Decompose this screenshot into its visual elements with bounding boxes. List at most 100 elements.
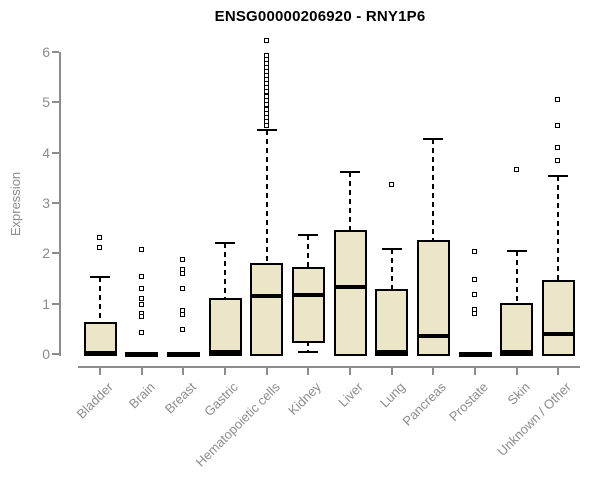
outlier-point <box>513 166 519 172</box>
whisker-line <box>99 277 101 323</box>
whisker-line <box>432 138 435 240</box>
box <box>333 229 367 356</box>
box <box>250 262 284 356</box>
whisker-line <box>265 130 268 263</box>
box <box>416 239 450 356</box>
whisker-cap <box>548 174 569 177</box>
median-line <box>250 294 284 299</box>
x-axis-tick <box>224 366 226 375</box>
outlier-point <box>180 311 186 317</box>
y-tick-label: 3 <box>42 195 50 211</box>
outlier-point <box>138 329 144 335</box>
outlier-point <box>472 248 477 254</box>
y-axis-tick <box>52 101 59 104</box>
x-axis-tick <box>265 366 268 375</box>
x-axis-tick <box>182 366 185 375</box>
box <box>291 267 325 343</box>
median-line <box>333 285 367 290</box>
outlier-point <box>180 271 186 277</box>
x-axis-tick <box>474 366 476 375</box>
y-tick-label: 1 <box>42 295 50 312</box>
y-axis-line <box>59 52 61 356</box>
median-line <box>458 351 492 357</box>
outlier-point <box>263 89 269 95</box>
whisker-cap <box>381 248 402 251</box>
outlier-point <box>263 102 269 108</box>
whisker-line <box>390 249 393 289</box>
whisker-cap <box>256 129 277 132</box>
outlier-point <box>138 273 144 279</box>
chart-title: ENSG00000206920 - RNY1P6 <box>214 8 426 25</box>
whisker-cap <box>215 242 235 245</box>
box <box>541 280 575 356</box>
box <box>83 322 117 356</box>
outlier-point <box>555 158 561 164</box>
outlier-point <box>263 37 269 43</box>
box <box>208 297 242 356</box>
x-axis-line <box>78 366 580 368</box>
whisker-line <box>515 250 518 303</box>
box <box>500 302 534 356</box>
x-axis-tick <box>390 366 393 375</box>
whisker-line <box>307 340 310 353</box>
y-tick-label: 4 <box>42 144 50 161</box>
y-axis-tick <box>52 302 59 305</box>
whisker-cap <box>506 249 527 252</box>
x-axis-tick <box>557 366 560 375</box>
median-line <box>541 331 575 336</box>
outlier-point <box>97 244 102 250</box>
y-tick-label: 2 <box>42 245 50 262</box>
y-axis-tick <box>52 202 59 204</box>
whisker-cap <box>90 276 110 279</box>
outlier-point <box>555 145 561 151</box>
median-line <box>416 334 450 339</box>
x-axis-tick <box>349 366 351 375</box>
x-axis-tick <box>140 366 143 375</box>
outlier-point <box>138 286 144 292</box>
y-axis-tick <box>52 353 59 355</box>
outlier-point <box>180 286 186 292</box>
outlier-point <box>388 181 394 187</box>
y-axis-tick <box>52 151 59 154</box>
whisker-line <box>557 175 560 280</box>
outlier-point <box>138 295 144 301</box>
y-tick-label: 6 <box>42 44 50 60</box>
outlier-point <box>555 122 561 128</box>
whisker-cap <box>423 137 444 140</box>
outlier-point <box>472 277 477 282</box>
box <box>375 288 409 356</box>
median-line <box>83 350 117 355</box>
whisker-cap <box>298 351 319 354</box>
outlier-point <box>180 256 186 262</box>
whisker-line <box>349 171 351 230</box>
x-axis-tick <box>432 366 435 375</box>
median-line <box>375 349 409 354</box>
outlier-point <box>180 326 186 332</box>
outlier-point <box>138 301 144 307</box>
outlier-point <box>472 310 477 316</box>
median-line <box>208 350 242 355</box>
x-axis-tick <box>307 366 310 375</box>
median-line <box>291 292 325 297</box>
whisker-cap <box>340 170 360 173</box>
y-axis-tick <box>52 252 59 255</box>
x-axis-tick <box>99 366 101 375</box>
median-line <box>500 349 534 354</box>
median-line <box>166 351 200 357</box>
whisker-line <box>307 234 310 268</box>
outlier-point <box>555 96 561 102</box>
y-tick-label: 0 <box>42 346 50 362</box>
outlier-point <box>263 123 269 129</box>
outlier-point <box>138 246 144 252</box>
x-axis-tick <box>515 366 518 375</box>
outlier-point <box>97 235 102 241</box>
y-tick-label: 5 <box>42 94 50 111</box>
whisker-line <box>224 243 226 298</box>
outlier-point <box>472 292 477 298</box>
whisker-cap <box>298 233 319 236</box>
y-axis-tick <box>52 51 59 53</box>
median-line <box>125 351 159 357</box>
outlier-point <box>138 313 144 319</box>
